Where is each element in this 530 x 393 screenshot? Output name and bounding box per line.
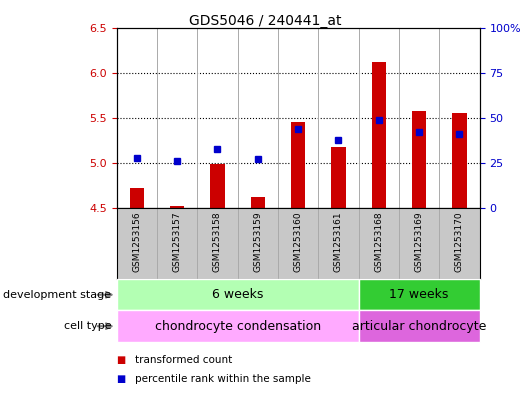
Text: GSM1253170: GSM1253170	[455, 212, 464, 272]
Text: GSM1253157: GSM1253157	[173, 212, 182, 272]
Text: GSM1253156: GSM1253156	[132, 212, 142, 272]
Bar	[210, 164, 225, 208]
Text: 6 weeks: 6 weeks	[212, 288, 263, 301]
Text: development stage: development stage	[3, 290, 111, 300]
Bar	[453, 113, 466, 208]
Text: GSM1253160: GSM1253160	[294, 212, 303, 272]
Bar	[372, 62, 386, 208]
Text: ■: ■	[117, 374, 126, 384]
Bar	[359, 310, 480, 342]
Bar	[412, 111, 426, 208]
Text: chondrocyte condensation: chondrocyte condensation	[155, 320, 321, 333]
Bar	[130, 188, 144, 208]
Bar	[251, 196, 265, 208]
Bar	[359, 279, 480, 310]
Bar	[331, 147, 346, 208]
Bar	[170, 206, 184, 208]
Text: ■: ■	[117, 354, 126, 365]
Text: GDS5046 / 240441_at: GDS5046 / 240441_at	[189, 14, 341, 28]
Bar	[117, 310, 359, 342]
Bar	[117, 279, 359, 310]
Text: GSM1253159: GSM1253159	[253, 212, 262, 272]
Text: 17 weeks: 17 weeks	[390, 288, 449, 301]
Bar	[291, 121, 305, 208]
Text: articular chondrocyte: articular chondrocyte	[352, 320, 487, 333]
Text: cell type: cell type	[64, 321, 111, 331]
Text: GSM1253158: GSM1253158	[213, 212, 222, 272]
Text: transformed count: transformed count	[135, 354, 232, 365]
Text: percentile rank within the sample: percentile rank within the sample	[135, 374, 311, 384]
Text: GSM1253161: GSM1253161	[334, 212, 343, 272]
Text: GSM1253168: GSM1253168	[374, 212, 383, 272]
Text: GSM1253169: GSM1253169	[414, 212, 423, 272]
